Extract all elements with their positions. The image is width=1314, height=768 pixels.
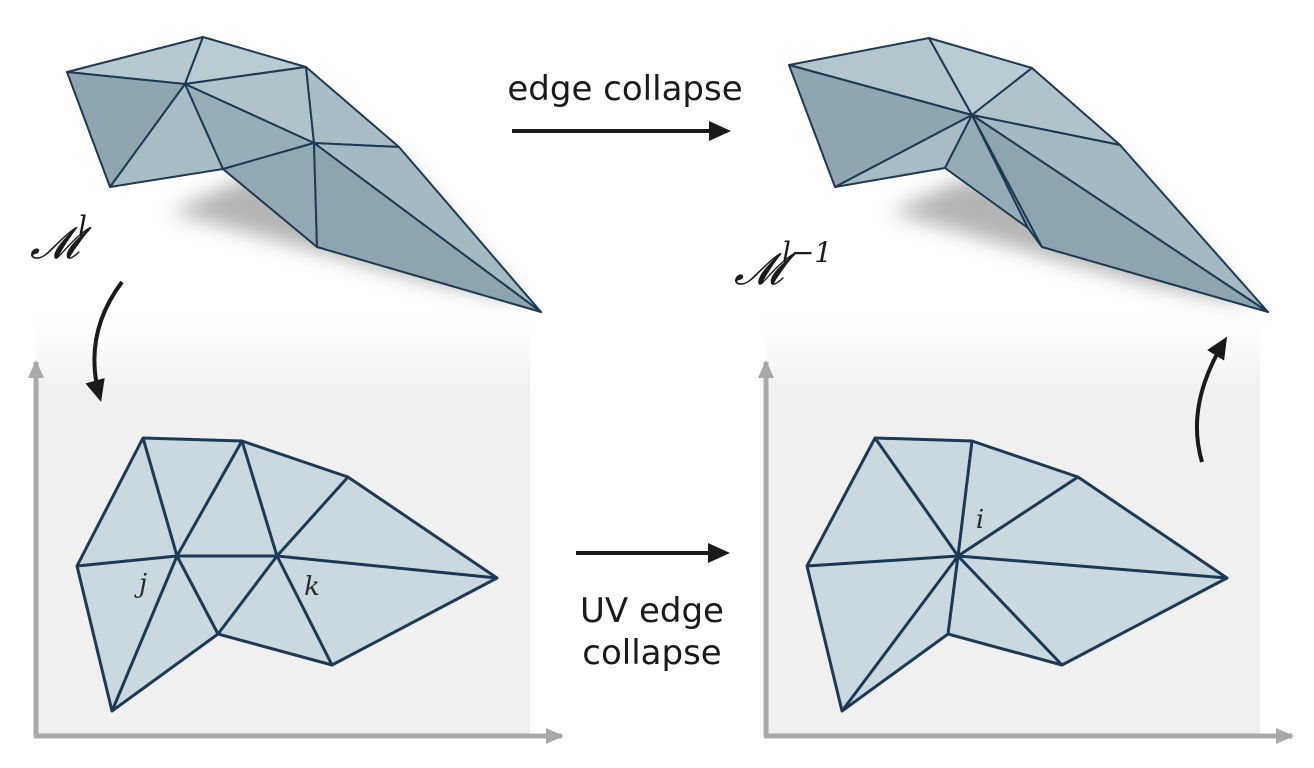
lift-arrow-right: [1195, 336, 1228, 463]
panel-fade-right: [766, 300, 1260, 388]
parametrize-arrow-left: [85, 280, 124, 402]
panel-fade-left: [36, 300, 530, 388]
uv-mesh-right: [805, 436, 1229, 713]
edge-collapse-arrow: edge collapse: [507, 69, 743, 141]
uv-edge-collapse-arrow: UV edge collapse: [576, 543, 730, 673]
edge-collapse-label: edge collapse: [507, 69, 742, 109]
uv-mesh-edges-right: [806, 437, 1228, 712]
mesh-label-right: 𝓜 l−1: [734, 236, 832, 295]
mesh-3d-right: [788, 37, 1269, 313]
uv-edge-collapse-label-2: collapse: [582, 633, 721, 673]
mesh-3d-left: [66, 36, 542, 313]
mesh-label-left: 𝓜 l: [30, 210, 92, 269]
uv-panel-right: i: [758, 300, 1294, 744]
mesh-faces-left: [66, 36, 542, 313]
uv-mesh-edges-left: [76, 437, 498, 712]
uv-panel-left: j k: [28, 300, 564, 744]
uv-mesh-left: [75, 436, 499, 713]
mesh-faces-right: [788, 37, 1269, 313]
vertex-label-k: k: [304, 572, 320, 602]
uv-edge-collapse-label-1: UV edge: [580, 591, 724, 631]
mesh-superscript-left: l: [78, 210, 87, 243]
vertex-label-i: i: [976, 505, 984, 535]
mesh-superscript-right: l−1: [782, 236, 832, 269]
